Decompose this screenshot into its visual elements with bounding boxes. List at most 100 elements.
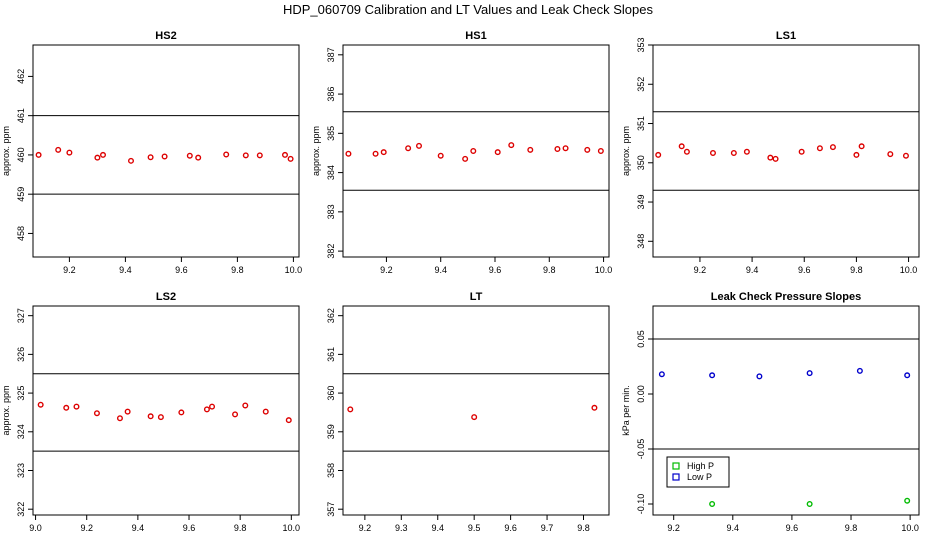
data-point bbox=[147, 413, 154, 420]
data-point bbox=[829, 144, 836, 151]
x-tick-label: 9.2 bbox=[80, 523, 93, 533]
data-point bbox=[904, 497, 911, 504]
data-point bbox=[161, 153, 168, 160]
x-tick-label: 9.0 bbox=[29, 523, 42, 533]
y-tick-label: 361 bbox=[326, 347, 336, 362]
panel-title: LS2 bbox=[156, 291, 176, 303]
data-point bbox=[262, 408, 269, 415]
chart-panel-hs1: HS1 9.2 9.4 9.6 9.8 10.0 382 383 384 385 386 387 app… bbox=[311, 30, 612, 275]
data-point bbox=[887, 151, 894, 158]
chart-panel-leak-check-pressure-slopes: Leak Check Pressure Slopes 9.2 9.4 9.6 9.8 10… bbox=[621, 291, 920, 533]
plot-frame bbox=[652, 44, 920, 258]
y-tick-label: 461 bbox=[16, 108, 26, 123]
data-point bbox=[527, 146, 534, 153]
y-axis-label: approx. ppm bbox=[621, 126, 631, 176]
plot-frame bbox=[652, 305, 920, 516]
chart-panel-ls2: LS2 9.0 9.2 9.4 9.6 9.8 10.0 322 323 324 325 326 327… bbox=[1, 291, 300, 533]
data-point bbox=[209, 403, 216, 410]
x-tick-label: 9.4 bbox=[119, 265, 132, 275]
data-point bbox=[405, 145, 412, 152]
y-tick-label: 353 bbox=[636, 37, 646, 52]
y-tick-label: 460 bbox=[16, 147, 26, 162]
y-tick-label: 358 bbox=[326, 463, 336, 478]
legend-marker bbox=[672, 473, 680, 481]
data-point bbox=[437, 152, 444, 159]
data-point bbox=[223, 151, 230, 158]
y-axis-label: kPa per min. bbox=[621, 385, 631, 436]
y-tick-label: 384 bbox=[326, 165, 336, 180]
chart-panel-hs2: HS2 9.2 9.4 9.6 9.8 10.0 458 459 460 461 462 approx… bbox=[1, 30, 302, 275]
data-point bbox=[73, 403, 80, 410]
data-point bbox=[66, 149, 73, 156]
legend-box bbox=[666, 456, 730, 488]
data-point bbox=[470, 147, 477, 154]
x-tick-label: 9.8 bbox=[231, 265, 244, 275]
y-tick-label: 458 bbox=[16, 226, 26, 241]
y-tick-label: 382 bbox=[326, 244, 336, 259]
data-point bbox=[242, 402, 249, 409]
data-point bbox=[756, 373, 763, 380]
x-tick-label: 10.0 bbox=[283, 523, 301, 533]
x-tick-label: 10.0 bbox=[900, 265, 918, 275]
x-tick-label: 9.3 bbox=[395, 523, 408, 533]
y-tick-label: 360 bbox=[326, 386, 336, 401]
x-tick-label: 10.0 bbox=[595, 265, 613, 275]
x-tick-label: 9.4 bbox=[431, 523, 444, 533]
data-point bbox=[709, 372, 716, 379]
data-point bbox=[743, 148, 750, 155]
data-point bbox=[709, 149, 716, 156]
data-point bbox=[63, 404, 70, 411]
y-tick-label: -0.10 bbox=[636, 494, 646, 515]
data-point bbox=[380, 149, 387, 156]
data-point bbox=[772, 155, 779, 162]
data-point bbox=[94, 154, 101, 161]
data-point bbox=[584, 146, 591, 153]
y-tick-label: 386 bbox=[326, 87, 336, 102]
data-point bbox=[730, 149, 737, 156]
data-point bbox=[798, 148, 805, 155]
panel-title: Leak Check Pressure Slopes bbox=[711, 291, 861, 303]
data-point bbox=[285, 417, 292, 424]
y-tick-label: 383 bbox=[326, 204, 336, 219]
data-point bbox=[55, 146, 62, 153]
data-point bbox=[195, 154, 202, 161]
y-tick-label: 387 bbox=[326, 47, 336, 62]
y-tick-label: 349 bbox=[636, 195, 646, 210]
data-point bbox=[203, 406, 210, 413]
data-point bbox=[116, 415, 123, 422]
data-point bbox=[186, 152, 193, 159]
x-tick-label: 9.6 bbox=[798, 265, 811, 275]
data-point bbox=[256, 152, 263, 159]
x-tick-label: 9.2 bbox=[359, 523, 372, 533]
panel-title: HS1 bbox=[465, 30, 486, 42]
x-tick-label: 9.4 bbox=[727, 523, 740, 533]
data-point bbox=[178, 409, 185, 416]
data-point bbox=[37, 401, 44, 408]
data-point bbox=[856, 367, 863, 374]
legend-label: High P bbox=[687, 461, 714, 471]
data-point bbox=[658, 371, 665, 378]
chart-panel-lt: LT 9.2 9.3 9.4 9.5 9.6 9.7 9.8 357 358 359 360 361 36… bbox=[326, 291, 610, 533]
x-tick-label: 9.6 bbox=[489, 265, 502, 275]
data-point bbox=[287, 155, 294, 162]
data-point bbox=[816, 145, 823, 152]
x-tick-label: 10.0 bbox=[901, 523, 919, 533]
y-tick-label: 385 bbox=[326, 126, 336, 141]
data-point bbox=[767, 154, 774, 161]
y-axis-label: approx. ppm bbox=[311, 126, 321, 176]
data-point bbox=[678, 143, 685, 150]
panel-title: LT bbox=[470, 291, 483, 303]
data-point bbox=[494, 149, 501, 156]
y-tick-label: 350 bbox=[636, 155, 646, 170]
data-point bbox=[597, 147, 604, 154]
x-tick-label: 9.4 bbox=[132, 523, 145, 533]
x-tick-label: 9.2 bbox=[667, 523, 680, 533]
y-axis-label: approx. ppm bbox=[1, 385, 11, 435]
plot-frame bbox=[342, 305, 610, 516]
data-point bbox=[372, 150, 379, 157]
data-point bbox=[853, 151, 860, 158]
y-tick-label: 362 bbox=[326, 308, 336, 323]
data-point bbox=[157, 414, 164, 421]
plot-frame bbox=[342, 44, 610, 258]
x-tick-label: 9.4 bbox=[746, 265, 759, 275]
